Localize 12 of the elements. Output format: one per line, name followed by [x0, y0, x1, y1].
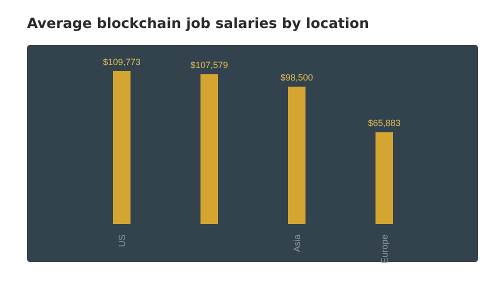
x-tick-label: Asia: [292, 234, 302, 252]
bar: [113, 71, 130, 224]
bar: [288, 86, 306, 224]
x-tick-label: Europe: [379, 234, 390, 264]
chart-title: Average blockchain job salaries by location: [27, 16, 370, 32]
data-label: $98,500: [280, 72, 314, 83]
data-label: $109,773: [102, 57, 141, 68]
x-tick-label: US: [116, 234, 127, 248]
data-label: $107,579: [190, 60, 228, 70]
bar: [200, 74, 218, 224]
data-label: $65,883: [368, 118, 401, 128]
bar: [376, 132, 393, 224]
